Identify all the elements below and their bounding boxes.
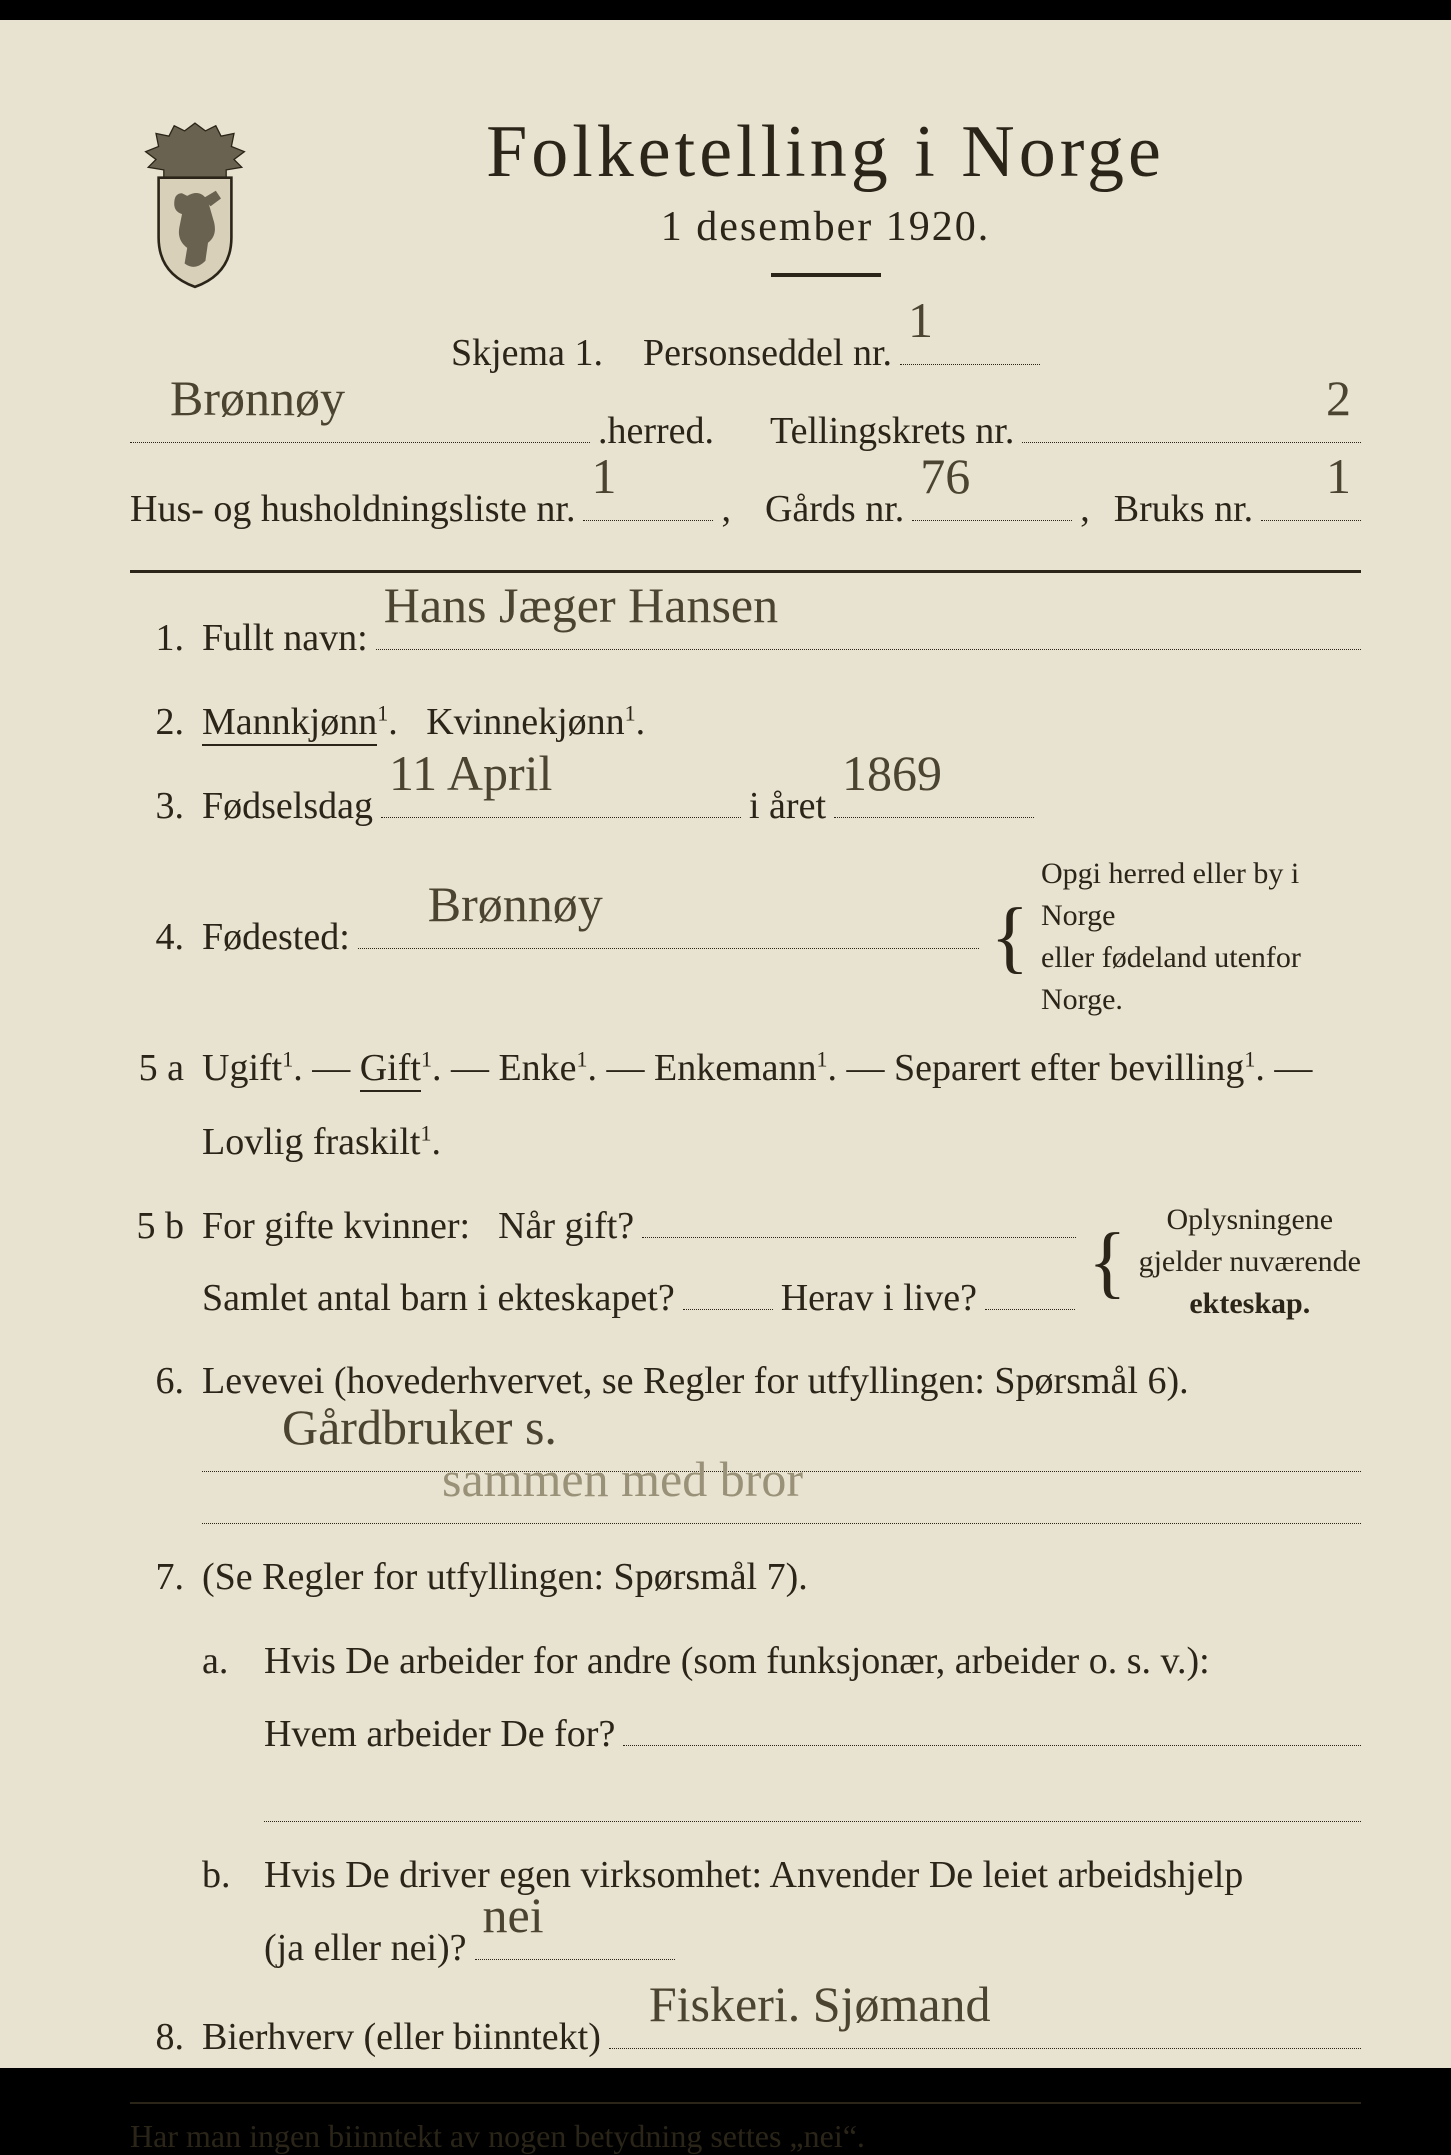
q7a-field [623, 1700, 1361, 1746]
form-id-line-2: Brønnøy .herred. Tellingskrets nr. 2 [130, 395, 1361, 467]
question-2: 2. Mannkjønn1. Kvinnekjønn1. [130, 685, 1361, 759]
tellingskrets-field: 2 [1022, 398, 1361, 444]
brace-icon: { [991, 913, 1029, 961]
q5a-num: 5 a [130, 1031, 184, 1105]
title-block: Folketelling i Norge 1 desember 1920. [290, 110, 1361, 307]
q5a-gift: Gift [360, 1047, 421, 1092]
q3-day-field: 11 April [381, 772, 741, 818]
q5a-fraskilt: Lovlig fraskilt [202, 1121, 420, 1163]
q5b-note: Oplysningene gjelder nuværende ekteskap. [1139, 1199, 1361, 1325]
census-form-page: Folketelling i Norge 1 desember 1920. Sk… [0, 20, 1451, 2068]
question-5a: 5 a Ugift1. — Gift1. — Enke1. — Enkemann… [130, 1031, 1361, 1179]
title-divider [771, 273, 881, 277]
q6-value-2: sammen med bror [442, 1432, 803, 1527]
header: Folketelling i Norge 1 desember 1920. [130, 110, 1361, 307]
question-4: 4. Fødested: Brønnøy { Opgi herred eller… [130, 853, 1361, 1021]
q3-day-value: 11 April [389, 726, 552, 821]
q7b-value: nei [483, 1868, 544, 1963]
q2-mann: Mannkjønn [202, 701, 377, 746]
q7b-letter: b. [202, 1838, 246, 1912]
page-title: Folketelling i Norge [290, 110, 1361, 195]
q7b-field: nei [475, 1914, 675, 1960]
question-8: 8. Bierhverv (eller biinntekt) Fiskeri. … [130, 2000, 1361, 2074]
q1-field: Hans Jæger Hansen [376, 604, 1361, 650]
question-5b: 5 b For gifte kvinner: Når gift? Samlet … [130, 1189, 1361, 1334]
q3-label: Fødselsdag [202, 770, 373, 842]
personseddel-value: 1 [908, 273, 933, 368]
question-6: 6. Levevei (hovederhvervet, se Regler fo… [130, 1344, 1361, 1529]
q4-value: Brønnøy [428, 857, 603, 952]
q8-field: Fiskeri. Sjømand [609, 2003, 1361, 2049]
husliste-field: 1 [583, 476, 713, 522]
gards-value: 76 [920, 429, 970, 524]
q3-num: 3. [130, 769, 184, 843]
q6-field-2: sammen med bror [202, 1478, 1361, 1524]
q5a-enkemann: Enkemann [654, 1047, 817, 1089]
skjema-label: Skjema 1. [451, 317, 603, 389]
q2-num: 2. [130, 685, 184, 759]
bruks-field: 1 [1261, 476, 1361, 522]
q7a-letter: a. [202, 1624, 246, 1698]
q1-value: Hans Jæger Hansen [384, 558, 778, 653]
q7a-line2: Hvem arbeider De for? [264, 1698, 615, 1770]
q5a-ugift: Ugift [202, 1047, 282, 1089]
q5b-label: For gifte kvinner: [202, 1190, 470, 1262]
q5b-barn-field [683, 1265, 773, 1311]
q3-year-label: i året [749, 770, 826, 842]
q8-value: Fiskeri. Sjømand [649, 1957, 991, 2052]
q7a-field-2 [264, 1776, 1361, 1822]
q5b-herav-label: Herav i live? [781, 1262, 977, 1334]
q3-year-value: 1869 [842, 726, 942, 821]
q8-label: Bierhverv (eller biinntekt) [202, 2001, 601, 2073]
q7-label: (Se Regler for utfyllingen: Spørsmål 7). [202, 1556, 808, 1598]
form-id-line-3: Hus- og husholdningsliste nr. 1 , Gårds … [130, 473, 1361, 545]
brace-icon: { [1088, 1238, 1126, 1286]
bruks-value: 1 [1326, 429, 1351, 524]
q5b-nargift-field [642, 1192, 1076, 1238]
husliste-label: Hus- og husholdningsliste nr. [130, 473, 575, 545]
herred-field: Brønnøy [130, 398, 590, 444]
gards-field: 76 [912, 476, 1072, 522]
footer-text: Har man ingen biinntekt av nogen betydni… [130, 2118, 1361, 2155]
q5b-herav-field [985, 1265, 1075, 1311]
q6-num: 6. [130, 1344, 184, 1418]
bruks-label: Bruks nr. [1114, 473, 1253, 545]
q7b-line1: Hvis De driver egen virksomhet: Anvender… [264, 1838, 1361, 1912]
husliste-value: 1 [591, 429, 616, 524]
q4-num: 4. [130, 900, 184, 974]
tellingskrets-label: Tellingskrets nr. [770, 395, 1014, 467]
question-7: 7. (Se Regler for utfyllingen: Spørsmål … [130, 1540, 1361, 1614]
q8-num: 8. [130, 2000, 184, 2074]
footer-divider [130, 2102, 1361, 2104]
q3-year-field: 1869 [834, 772, 1034, 818]
q5b-nargift: Når gift? [498, 1190, 634, 1262]
q7b-line2: (ja eller nei)? [264, 1912, 467, 1984]
personseddel-label: Personseddel nr. [643, 317, 892, 389]
q4-field: Brønnøy [358, 903, 979, 949]
herred-value: Brønnøy [170, 351, 345, 446]
q4-label: Fødested: [202, 901, 350, 973]
q5b-barn-label: Samlet antal barn i ekteskapet? [202, 1262, 675, 1334]
q5b-num: 5 b [130, 1189, 184, 1263]
coat-of-arms-icon [130, 120, 260, 290]
gards-label: Gårds nr. [765, 473, 904, 545]
question-7a: a. Hvis De arbeider for andre (som funks… [202, 1624, 1361, 1828]
q5a-enke: Enke [498, 1047, 576, 1089]
page-subtitle: 1 desember 1920. [290, 203, 1361, 251]
q7a-line1: Hvis De arbeider for andre (som funksjon… [264, 1624, 1361, 1698]
question-3: 3. Fødselsdag 11 April i året 1869 [130, 769, 1361, 843]
q1-num: 1. [130, 601, 184, 675]
q7-num: 7. [130, 1540, 184, 1614]
q1-label: Fullt navn: [202, 602, 368, 674]
personseddel-field: 1 [900, 319, 1040, 365]
q5a-separert: Separert efter bevilling [894, 1047, 1244, 1089]
question-1: 1. Fullt navn: Hans Jæger Hansen [130, 601, 1361, 675]
q4-note: Opgi herred eller by i Norge eller fødel… [1041, 853, 1361, 1021]
